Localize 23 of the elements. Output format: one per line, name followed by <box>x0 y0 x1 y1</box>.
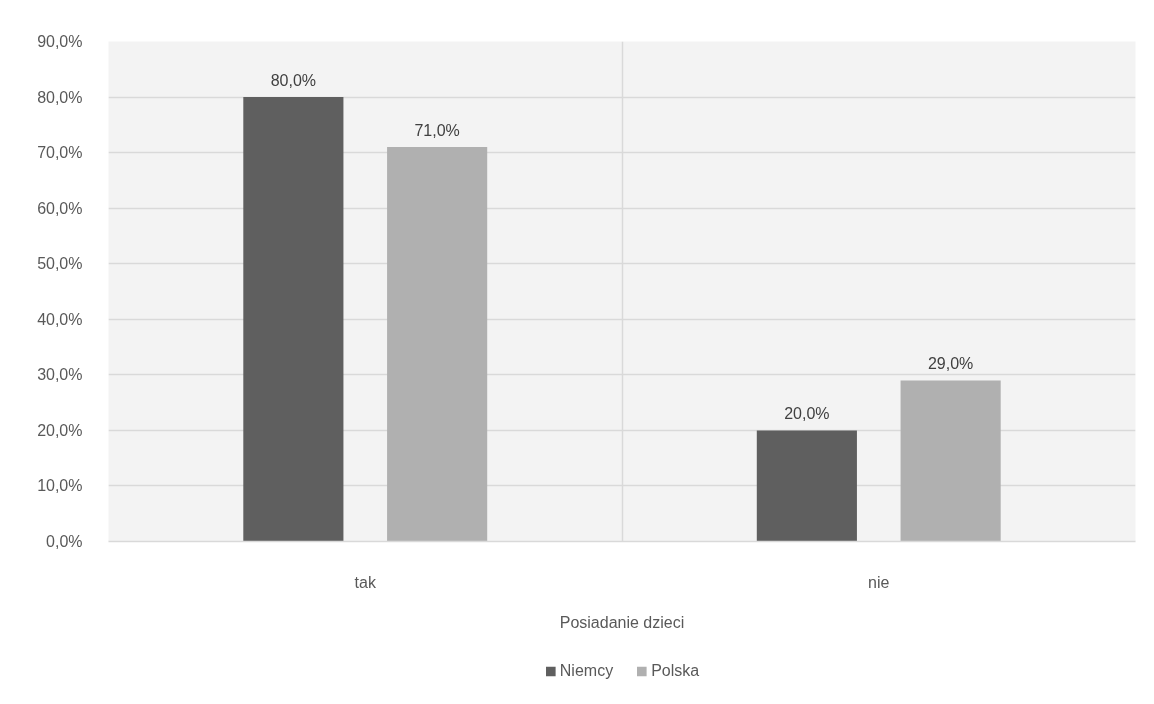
y-tick-label: 0,0% <box>46 533 83 550</box>
y-tick-label: 90,0% <box>37 33 83 50</box>
y-tick-label: 40,0% <box>37 310 83 328</box>
x-tick-label: tak <box>354 573 377 591</box>
data-label: 71,0% <box>414 122 460 140</box>
legend-label: Polska <box>651 662 700 680</box>
x-tick-label: nie <box>868 573 890 591</box>
x-axis-title: Posiadanie dzieci <box>559 613 685 631</box>
data-label: 80,0% <box>270 72 317 90</box>
bar <box>243 97 344 542</box>
y-tick-label: 10,0% <box>37 477 83 495</box>
data-label: 29,0% <box>927 355 974 373</box>
y-tick-label: 70,0% <box>37 144 83 162</box>
legend-label: Niemcy <box>559 662 614 680</box>
y-tick-label: 30,0% <box>37 366 83 384</box>
y-tick-label: 50,0% <box>37 255 83 273</box>
bar <box>756 430 857 542</box>
y-tick-label: 80,0% <box>37 88 83 106</box>
y-tick-label: 60,0% <box>37 199 83 217</box>
bar <box>387 147 488 542</box>
data-label: 20,0% <box>784 405 830 423</box>
bar <box>900 380 1001 542</box>
y-tick-label: 20,0% <box>37 421 83 439</box>
